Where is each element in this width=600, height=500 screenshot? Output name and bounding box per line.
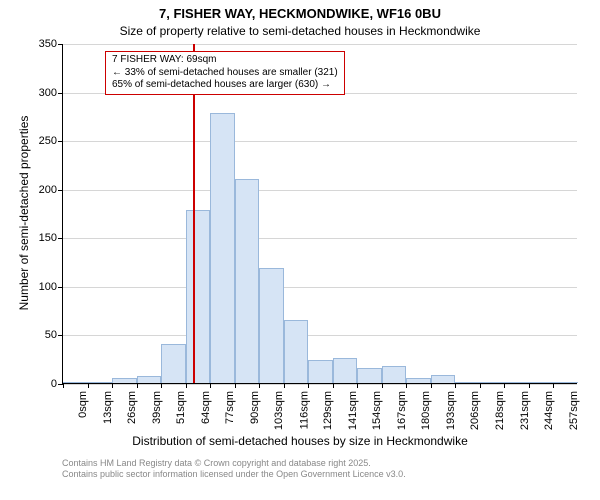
x-tick-mark [553, 383, 554, 388]
x-tick-mark [382, 383, 383, 388]
x-tick-mark [88, 383, 89, 388]
histogram-bar [553, 382, 578, 383]
x-tick-mark [284, 383, 285, 388]
y-gridline [63, 44, 577, 45]
histogram-bar [504, 382, 529, 383]
histogram-bar [112, 378, 137, 383]
y-gridline [63, 335, 577, 336]
histogram-bar [308, 360, 333, 383]
y-tick-label: 200 [39, 184, 63, 196]
x-tick-mark [431, 383, 432, 388]
histogram-bar [480, 382, 505, 383]
plot-region: 0501001502002503003500sqm13sqm26sqm39sqm… [62, 44, 577, 384]
y-gridline [63, 190, 577, 191]
x-tick-mark [504, 383, 505, 388]
histogram-bar [333, 358, 358, 383]
x-tick-mark [63, 383, 64, 388]
histogram-bar [88, 382, 113, 383]
x-tick-mark [186, 383, 187, 388]
attribution-line-2: Contains public sector information licen… [62, 469, 406, 480]
histogram-bar [357, 368, 382, 383]
histogram-bar [406, 378, 431, 383]
histogram-bar [259, 268, 284, 383]
y-gridline [63, 287, 577, 288]
histogram-bar [210, 113, 235, 383]
y-tick-label: 350 [39, 38, 63, 50]
y-tick-label: 250 [39, 135, 63, 147]
x-tick-mark [235, 383, 236, 388]
x-tick-mark [210, 383, 211, 388]
y-tick-label: 100 [39, 281, 63, 293]
x-tick-mark [406, 383, 407, 388]
histogram-bar [137, 376, 162, 383]
histogram-bar [455, 382, 480, 383]
histogram-bar [529, 382, 554, 383]
histogram-bar [161, 344, 186, 383]
x-tick-mark [112, 383, 113, 388]
info-box-line: 7 FISHER WAY: 69sqm [112, 54, 338, 67]
histogram-bar [63, 382, 88, 383]
info-box-line: 65% of semi-detached houses are larger (… [112, 79, 338, 92]
attribution: Contains HM Land Registry data © Crown c… [62, 458, 406, 480]
info-box-line: ← 33% of semi-detached houses are smalle… [112, 67, 338, 80]
histogram-bar [186, 210, 211, 383]
attribution-line-1: Contains HM Land Registry data © Crown c… [62, 458, 406, 469]
y-tick-label: 50 [45, 329, 63, 341]
histogram-bar [284, 320, 309, 383]
x-tick-mark [308, 383, 309, 388]
x-tick-mark [529, 383, 530, 388]
x-tick-mark [137, 383, 138, 388]
y-gridline [63, 384, 577, 385]
y-axis-title: Number of semi-detached properties [17, 103, 31, 323]
x-tick-mark [333, 383, 334, 388]
property-marker-line [193, 44, 195, 383]
y-gridline [63, 141, 577, 142]
x-tick-mark [480, 383, 481, 388]
y-tick-label: 300 [39, 87, 63, 99]
x-tick-mark [259, 383, 260, 388]
x-tick-mark [161, 383, 162, 388]
x-axis-title: Distribution of semi-detached houses by … [0, 434, 600, 448]
x-tick-mark [357, 383, 358, 388]
y-tick-label: 150 [39, 232, 63, 244]
x-tick-mark [455, 383, 456, 388]
histogram-bar [431, 375, 456, 383]
histogram-bar [235, 179, 260, 383]
chart-title: 7, FISHER WAY, HECKMONDWIKE, WF16 0BU [0, 6, 600, 21]
info-box: 7 FISHER WAY: 69sqm← 33% of semi-detache… [105, 51, 345, 95]
y-gridline [63, 238, 577, 239]
y-tick-label: 0 [51, 378, 63, 390]
chart-subtitle: Size of property relative to semi-detach… [0, 24, 600, 38]
histogram-bar [382, 366, 407, 383]
